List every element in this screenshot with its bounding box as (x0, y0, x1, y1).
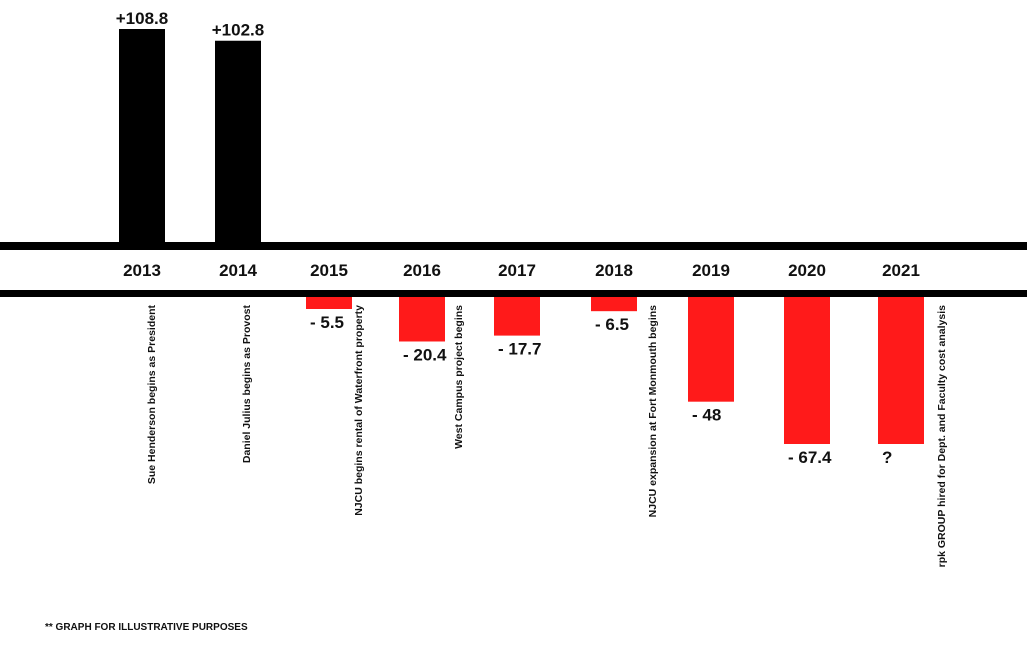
value-label-2016: - 20.4 (403, 345, 447, 364)
value-label-2017: - 17.7 (498, 340, 541, 359)
bar-2014 (215, 40, 261, 242)
annotation-2021: rpk GROUP hired for Dept. and Faculty co… (936, 305, 948, 568)
annotation-2016: West Campus project begins (453, 305, 465, 449)
year-label-2018: 2018 (595, 261, 633, 280)
lower-axis-band (0, 290, 1027, 297)
value-label-2018: - 6.5 (595, 315, 629, 334)
bar-2019 (688, 297, 734, 402)
year-label-2019: 2019 (692, 261, 730, 280)
bar-2021 (878, 297, 924, 444)
year-label-2016: 2016 (403, 261, 441, 280)
footnote: ** GRAPH FOR ILLUSTRATIVE PURPOSES (45, 622, 248, 633)
value-label-2021: ? (882, 448, 892, 467)
value-label-2020: - 67.4 (788, 448, 832, 467)
annotation-2018: NJCU expansion at Fort Monmouth begins (647, 305, 659, 517)
bar-2013 (119, 29, 165, 242)
bar-2017 (494, 297, 540, 336)
bar-2018 (591, 297, 637, 312)
bar-2016 (399, 297, 445, 342)
value-label-2014: +102.8 (212, 21, 264, 40)
year-label-2017: 2017 (498, 261, 536, 280)
upper-axis-band (0, 242, 1027, 250)
year-label-2014: 2014 (219, 261, 257, 280)
value-label-2019: - 48 (692, 406, 721, 425)
value-label-2013: +108.8 (116, 9, 168, 28)
year-label-2013: 2013 (123, 261, 161, 280)
value-label-2015: - 5.5 (310, 313, 344, 332)
bar-2015 (306, 297, 352, 309)
annotation-2014: Daniel Julius begins as Provost (241, 305, 253, 464)
year-label-2020: 2020 (788, 261, 826, 280)
year-label-2021: 2021 (882, 261, 920, 280)
annotation-2013: Sue Henderson begins as President (146, 305, 158, 485)
year-label-2015: 2015 (310, 261, 348, 280)
annotation-2015: NJCU begins rental of Waterfront propert… (353, 305, 365, 516)
bar-2020 (784, 297, 830, 444)
